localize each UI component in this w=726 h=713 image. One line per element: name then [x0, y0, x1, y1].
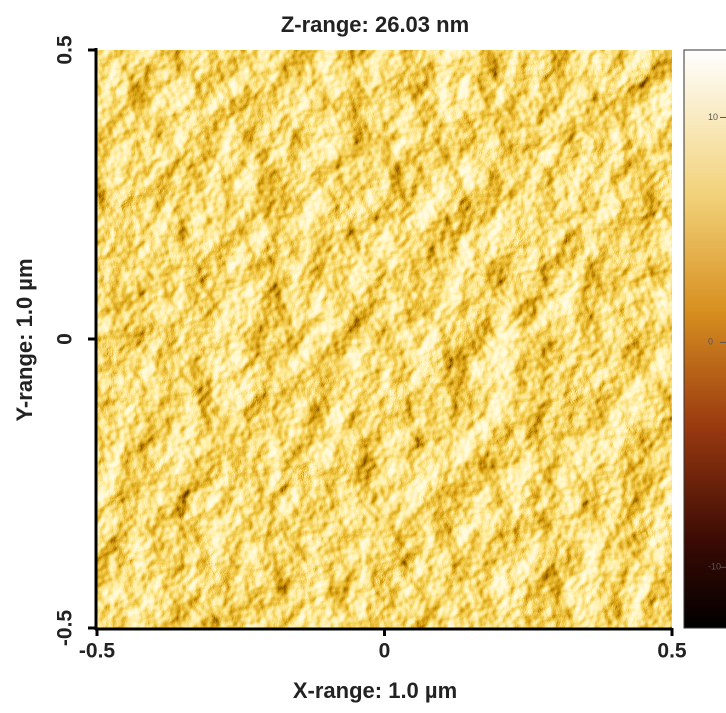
y-tick-label: -0.5 [54, 610, 77, 647]
colorbar-tick-label: -10 [708, 562, 721, 572]
title: Z-range: 26.03 nm [281, 12, 469, 37]
y-tick-label: 0.5 [54, 35, 77, 65]
x-tick-label: 0 [379, 640, 391, 663]
colorbar-tick-label: 0 [708, 337, 713, 347]
x-axis-title: X-range: 1.0 µm [293, 678, 457, 703]
y-tick-label: 0 [54, 333, 77, 345]
colorbar [684, 50, 726, 628]
y-axis-title: Y-range: 1.0 µm [12, 258, 37, 421]
afm-figure: Z-range: 26.03 nm X-range: 1.0 µm Y-rang… [0, 0, 726, 713]
afm-image [97, 50, 672, 628]
x-tick-label: -0.5 [79, 640, 116, 663]
x-tick-label: 0.5 [657, 640, 687, 663]
colorbar-tick-label: 10 [708, 112, 718, 122]
